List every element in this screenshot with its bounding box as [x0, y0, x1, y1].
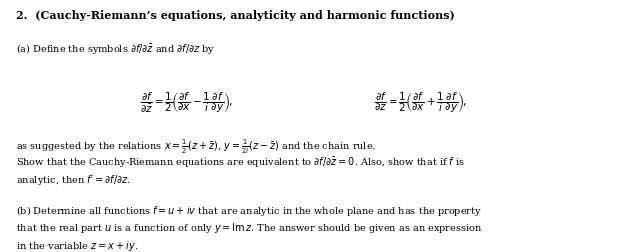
Text: (a) Define the symbols $\partial f/\partial \bar{z}$ and $\partial f/\partial z$: (a) Define the symbols $\partial f/\part…	[16, 43, 215, 57]
Text: $\dfrac{\partial f}{\partial z} = \dfrac{1}{2}\!\left(\dfrac{\partial f}{\partia: $\dfrac{\partial f}{\partial z} = \dfrac…	[374, 89, 466, 114]
Text: 2.  (Cauchy-Riemann’s equations, analyticity and harmonic functions): 2. (Cauchy-Riemann’s equations, analytic…	[16, 10, 454, 21]
Text: in the variable $z = x + iy$.: in the variable $z = x + iy$.	[16, 238, 138, 252]
Text: Show that the Cauchy-Riemann equations are equivalent to $\partial f/\partial \b: Show that the Cauchy-Riemann equations a…	[16, 155, 465, 169]
Text: as suggested by the relations $x = \frac{1}{2}(z + \bar{z})$, $y = \frac{1}{2i}(: as suggested by the relations $x = \frac…	[16, 137, 376, 155]
Text: that the real part $u$ is a function of only $y = \mathrm{Im}\,z$. The answer sh: that the real part $u$ is a function of …	[16, 220, 482, 234]
Text: (b) Determine all functions $f = u + iv$ that are analytic in the whole plane an: (b) Determine all functions $f = u + iv$…	[16, 203, 482, 217]
Text: analytic, then $f' = \partial f/\partial z$.: analytic, then $f' = \partial f/\partial…	[16, 173, 131, 186]
Text: $\dfrac{\partial f}{\partial \bar{z}} = \dfrac{1}{2}\!\left(\dfrac{\partial f}{\: $\dfrac{\partial f}{\partial \bar{z}} = …	[140, 89, 233, 114]
